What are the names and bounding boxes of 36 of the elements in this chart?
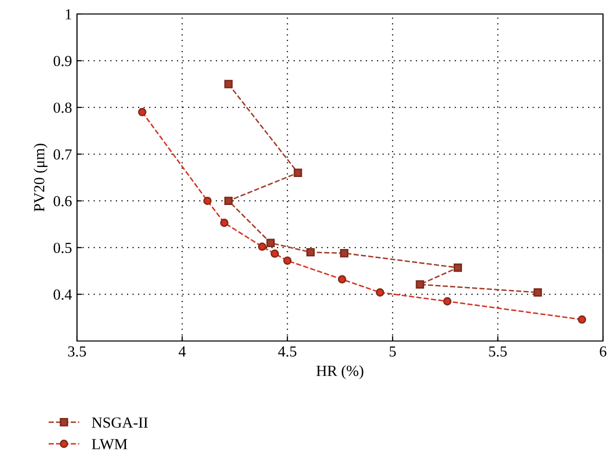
point (258, 242, 266, 251)
x-tick-label: 5.5 (489, 346, 507, 357)
point (283, 256, 292, 265)
y-tick-label: 1 (66, 9, 72, 20)
point (306, 248, 315, 256)
point (203, 196, 212, 206)
x-axis-title: HR (%) (316, 365, 364, 380)
legend-label: LWM (92, 439, 128, 450)
point (376, 288, 384, 297)
point (578, 315, 586, 324)
y-axis-title: PV20 (μm) (34, 144, 48, 212)
x-tick-label: 4 (178, 346, 186, 356)
point (270, 249, 279, 258)
point (220, 218, 228, 227)
point (534, 288, 542, 297)
y-tick-label: 0.5 (54, 242, 72, 254)
point (224, 80, 233, 88)
x-tick-label: 3.5 (68, 346, 86, 357)
x-tick-label: 5 (390, 346, 396, 357)
y-tick-label: 0.4 (54, 289, 72, 300)
point (416, 280, 424, 289)
point (340, 249, 348, 258)
y-tick-label: 0.7 (54, 149, 72, 160)
y-tick-label: 0.6 (54, 196, 72, 206)
y-tick-label: 0.9 (54, 56, 72, 66)
point (338, 275, 346, 284)
y-tick-label: 0.8 (54, 102, 72, 113)
point (138, 108, 146, 116)
point (454, 263, 462, 272)
point (224, 196, 233, 206)
point (443, 297, 452, 306)
x-tick-label: 4.5 (278, 346, 296, 357)
x-tick-label: 6 (600, 346, 606, 357)
point (294, 168, 302, 177)
point (266, 238, 275, 248)
legend-label: NSGA-II (92, 417, 148, 428)
